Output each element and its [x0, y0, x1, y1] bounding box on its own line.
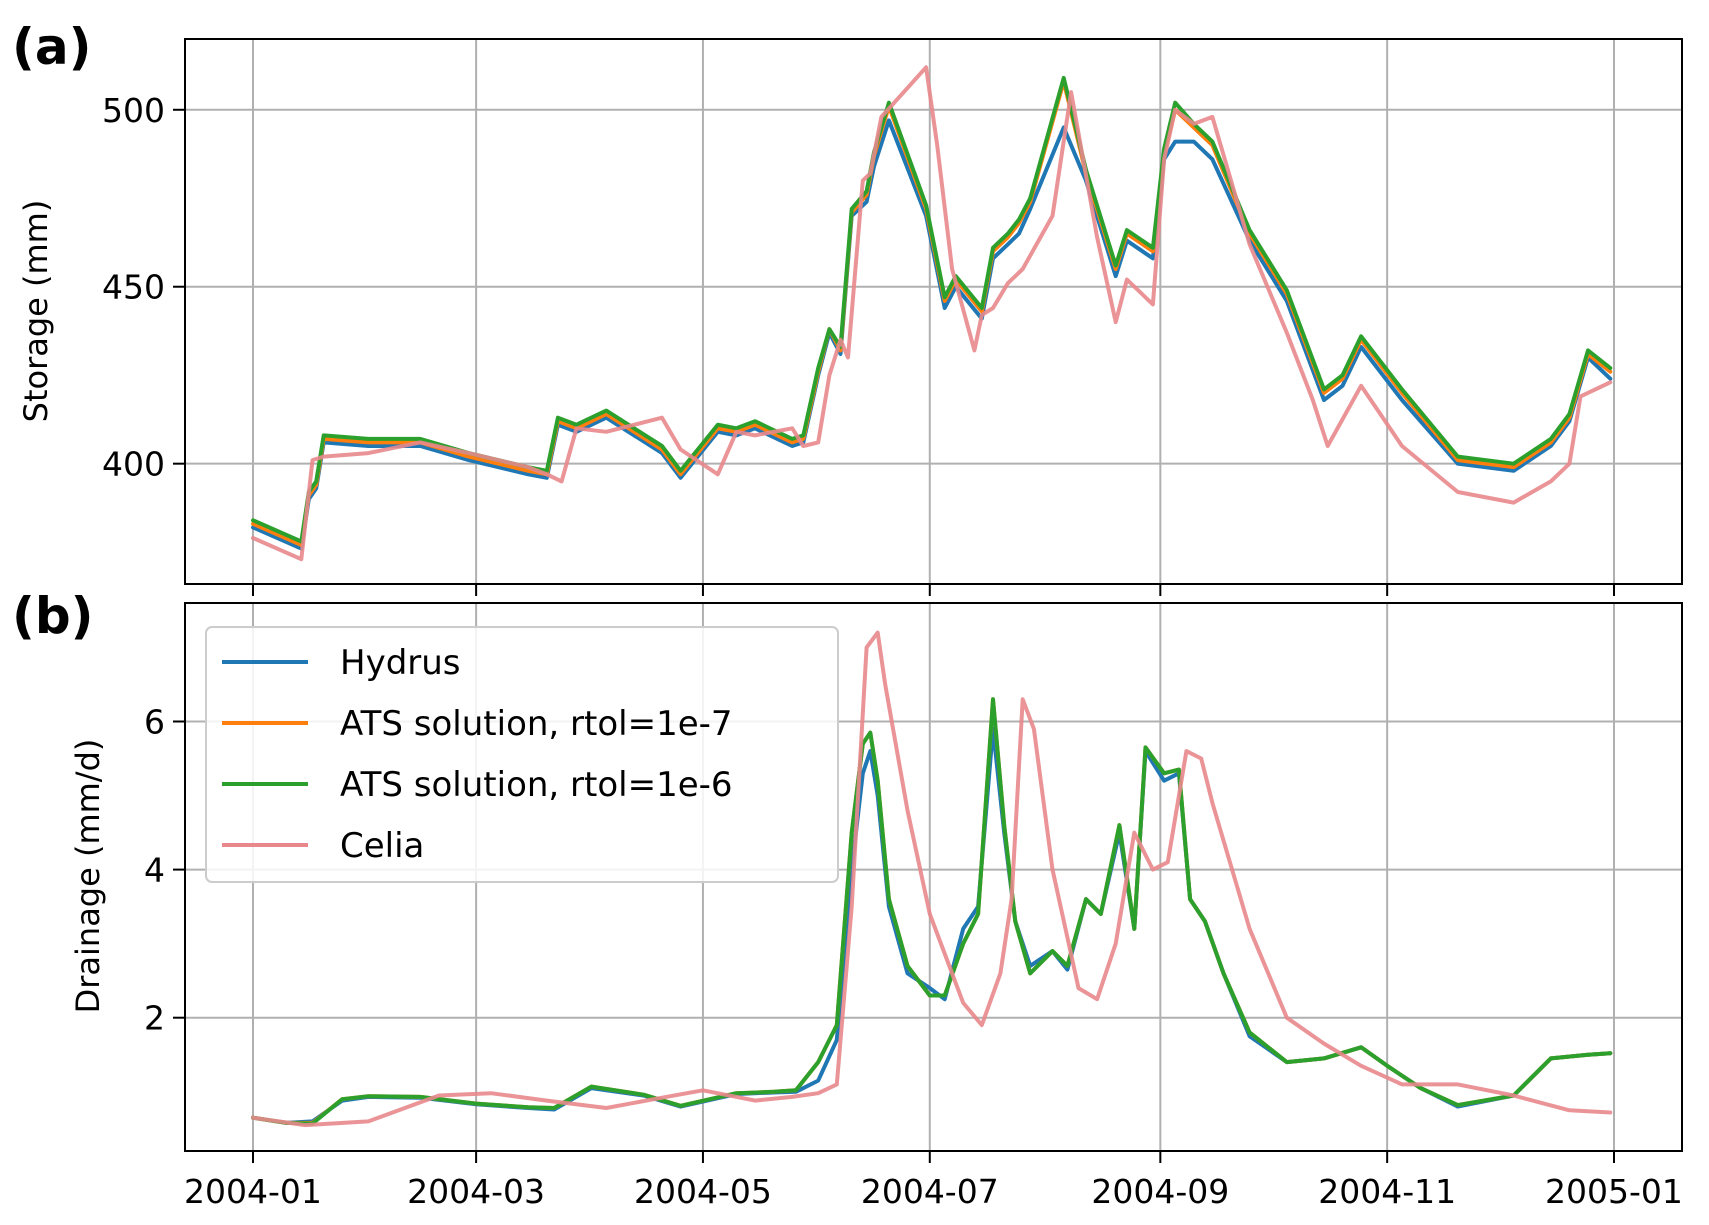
- y-tick-label: 450: [102, 268, 165, 307]
- y-tick-label: 2: [144, 999, 165, 1038]
- x-tick-label: 2004-11: [1318, 1172, 1456, 1211]
- series-line-ats-solution-rtol-1e-6: [251, 75, 1613, 544]
- y-tick-label: 4: [144, 851, 165, 890]
- x-tick-label: 2004-07: [861, 1172, 999, 1211]
- legend-box: [205, 626, 839, 883]
- y-tick-label: 400: [102, 445, 165, 484]
- legend-label: Celia: [340, 826, 424, 866]
- y-tick-label: 500: [102, 91, 165, 130]
- storage-y-axis-label: Storage (mm): [17, 200, 55, 423]
- y-tick-label: 6: [144, 702, 165, 741]
- panel-label-a: (a): [12, 18, 91, 76]
- storage-grid: [185, 39, 1682, 584]
- legend-label: ATS solution, rtol=1e-7: [340, 704, 733, 744]
- series-line-ats-solution-rtol-1e-7: [251, 79, 1613, 548]
- legend-label: ATS solution, rtol=1e-6: [340, 765, 733, 805]
- series-line-celia: [251, 630, 1613, 1128]
- storage-axes-frame: [184, 38, 1683, 585]
- drainage-lines: [251, 630, 1613, 1128]
- drainage-x-ticks: 2004-01 2004-03 2004-05 2004-07 2004-09 2004-…: [184, 1151, 1683, 1211]
- series-line-celia: [251, 65, 1613, 562]
- x-tick-label: 2004-09: [1091, 1172, 1229, 1211]
- storage-x-ticks: [252, 584, 1615, 596]
- storage-y-ticks: 400 450 500: [102, 91, 185, 484]
- storage-lines: [251, 65, 1613, 562]
- x-tick-label: 2004-03: [407, 1172, 545, 1211]
- series-line-hydrus: [251, 118, 1613, 551]
- legend-label: Hydrus: [340, 643, 461, 683]
- x-tick-label: 2004-01: [184, 1172, 322, 1211]
- drainage-y-axis-label: Drainage (mm/d): [69, 739, 107, 1014]
- drainage-y-ticks: 2 4 6: [144, 702, 185, 1038]
- x-tick-label: 2005-01: [1545, 1172, 1683, 1211]
- series-line-ats-solution-rtol-1e-6: [251, 697, 1613, 1126]
- drainage-panel: (b) 246 2004-01 2004-03 2004-05 2004-07 2004…: [12, 587, 1683, 1211]
- x-tick-label: 2004-05: [634, 1172, 772, 1211]
- panel-label-b: (b): [12, 587, 94, 645]
- storage-panel: (a) 400 450 500 Storage (mm): [12, 18, 1683, 596]
- legend: Hydrus ATS solution, rtol=1e-7 ATS solutio…: [205, 626, 839, 883]
- drainage-axes-frame: [184, 602, 1683, 1152]
